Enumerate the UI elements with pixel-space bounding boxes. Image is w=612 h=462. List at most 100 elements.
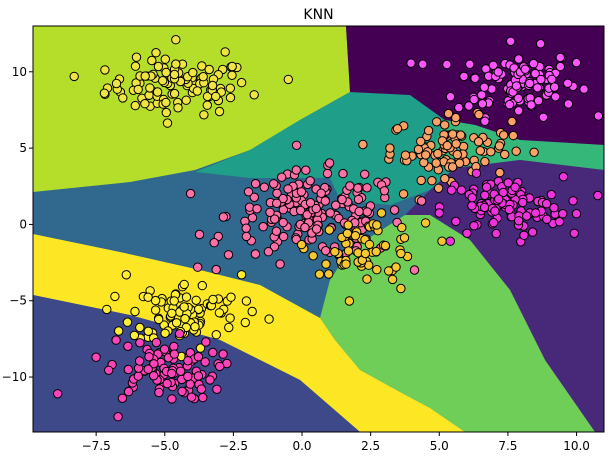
data-point-cluster-8 xyxy=(174,329,185,339)
data-point-cluster-8 xyxy=(53,389,63,399)
data-point-cluster-4 xyxy=(241,223,251,233)
data-point-cluster-7 xyxy=(240,317,251,328)
data-point-cluster-8 xyxy=(144,352,154,362)
data-point-cluster-1 xyxy=(151,48,161,58)
data-point-cluster-6 xyxy=(542,214,552,224)
data-point-cluster-6 xyxy=(554,217,565,227)
data-point-cluster-4 xyxy=(185,188,196,199)
data-point-cluster-1 xyxy=(118,93,128,103)
data-point-cluster-1 xyxy=(197,61,207,71)
data-point-cluster-4 xyxy=(249,192,260,203)
data-point-cluster-6 xyxy=(558,172,569,182)
data-point-cluster-4 xyxy=(263,247,274,257)
data-point-cluster-6 xyxy=(467,193,477,203)
data-point-cluster-4 xyxy=(211,264,221,275)
data-point-cluster-4 xyxy=(243,187,254,197)
data-point-cluster-2 xyxy=(563,78,573,89)
data-point-cluster-6 xyxy=(593,190,603,201)
data-point-cluster-1 xyxy=(171,35,181,45)
data-point-cluster-3 xyxy=(421,150,431,160)
data-point-cluster-8 xyxy=(123,364,134,375)
data-point-cluster-4 xyxy=(302,210,312,220)
data-point-cluster-1 xyxy=(161,107,172,118)
data-point-cluster-2 xyxy=(469,94,479,105)
region-upper-mid xyxy=(195,92,445,178)
data-point-cluster-6 xyxy=(446,185,457,195)
plot-frame xyxy=(32,25,605,433)
data-point-cluster-8 xyxy=(193,352,204,362)
data-point-cluster-4 xyxy=(259,182,269,192)
data-point-cluster-6 xyxy=(488,217,499,228)
data-point-cluster-7 xyxy=(169,296,179,306)
data-point-cluster-7 xyxy=(129,330,140,341)
data-point-cluster-8 xyxy=(212,384,222,394)
data-point-cluster-6 xyxy=(494,194,504,204)
data-point-cluster-5 xyxy=(372,265,382,275)
data-point-cluster-3 xyxy=(507,116,517,127)
data-point-cluster-5 xyxy=(344,296,355,306)
data-point-cluster-1 xyxy=(140,71,150,81)
data-point-cluster-2 xyxy=(563,99,574,109)
data-point-cluster-4 xyxy=(311,203,321,214)
data-point-cluster-1 xyxy=(100,65,110,75)
data-point-cluster-2 xyxy=(479,82,489,92)
data-point-cluster-3 xyxy=(454,158,465,168)
data-point-cluster-4 xyxy=(345,181,355,191)
data-point-cluster-6 xyxy=(569,228,579,239)
data-point-cluster-7 xyxy=(225,313,235,323)
data-point-cluster-5 xyxy=(360,248,371,259)
data-point-cluster-1 xyxy=(131,52,142,62)
data-point-cluster-4 xyxy=(270,214,280,224)
data-point-cluster-4 xyxy=(258,222,268,232)
data-point-cluster-4 xyxy=(250,249,261,259)
data-point-cluster-8 xyxy=(159,344,170,354)
data-point-cluster-4 xyxy=(193,262,203,272)
data-point-cluster-3 xyxy=(431,158,441,168)
data-point-cluster-6 xyxy=(467,201,477,211)
data-point-cluster-2 xyxy=(488,60,498,71)
data-point-cluster-3 xyxy=(358,139,368,150)
data-point-cluster-3 xyxy=(474,109,484,120)
data-point-cluster-7 xyxy=(154,314,164,325)
data-point-cluster-4 xyxy=(305,176,315,186)
data-point-cluster-3 xyxy=(385,143,395,153)
data-point-cluster-8 xyxy=(186,392,197,402)
data-point-cluster-2 xyxy=(571,57,582,68)
data-point-cluster-5 xyxy=(314,269,325,279)
data-point-cluster-8 xyxy=(91,352,101,362)
data-point-cluster-8 xyxy=(200,357,210,367)
data-point-cluster-8 xyxy=(183,356,193,366)
data-point-cluster-3 xyxy=(511,146,521,156)
data-point-cluster-4 xyxy=(291,165,301,175)
data-point-cluster-7 xyxy=(110,291,120,302)
data-point-cluster-3 xyxy=(451,139,461,149)
data-point-cluster-8 xyxy=(117,393,128,403)
region-right xyxy=(405,160,604,432)
data-point-cluster-6 xyxy=(519,230,529,241)
data-point-cluster-5 xyxy=(396,248,406,259)
data-point-cluster-7 xyxy=(226,292,236,302)
data-point-cluster-6 xyxy=(530,208,541,218)
data-point-cluster-2 xyxy=(493,67,503,77)
data-point-cluster-1 xyxy=(188,67,198,78)
data-point-cluster-2 xyxy=(538,112,549,123)
data-point-cluster-4 xyxy=(271,226,282,236)
data-point-cluster-6 xyxy=(480,190,490,201)
data-point-cluster-2 xyxy=(459,71,469,82)
data-point-cluster-7 xyxy=(181,292,192,302)
data-point-cluster-5 xyxy=(371,246,381,257)
data-point-cluster-2 xyxy=(406,58,416,68)
data-point-cluster-7 xyxy=(241,296,252,306)
data-point-cluster-1 xyxy=(158,76,168,86)
data-point-cluster-7 xyxy=(214,308,225,318)
data-point-cluster-1 xyxy=(169,69,180,80)
data-point-cluster-3 xyxy=(433,148,443,159)
data-point-cluster-5 xyxy=(343,220,353,230)
data-point-cluster-2 xyxy=(514,54,524,64)
data-point-cluster-4 xyxy=(354,206,364,217)
data-point-cluster-5 xyxy=(376,208,387,218)
data-point-cluster-4 xyxy=(321,246,331,256)
data-point-cluster-1 xyxy=(99,88,110,98)
data-point-cluster-7 xyxy=(247,306,257,317)
